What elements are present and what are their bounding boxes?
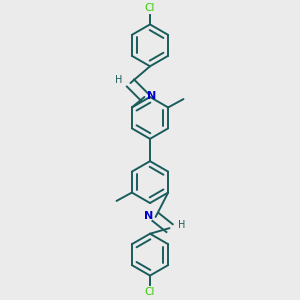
- Text: H: H: [178, 220, 185, 230]
- Text: N: N: [143, 211, 153, 220]
- Text: Cl: Cl: [145, 3, 155, 13]
- Text: Cl: Cl: [145, 287, 155, 297]
- Text: N: N: [147, 91, 157, 100]
- Text: H: H: [115, 75, 122, 85]
